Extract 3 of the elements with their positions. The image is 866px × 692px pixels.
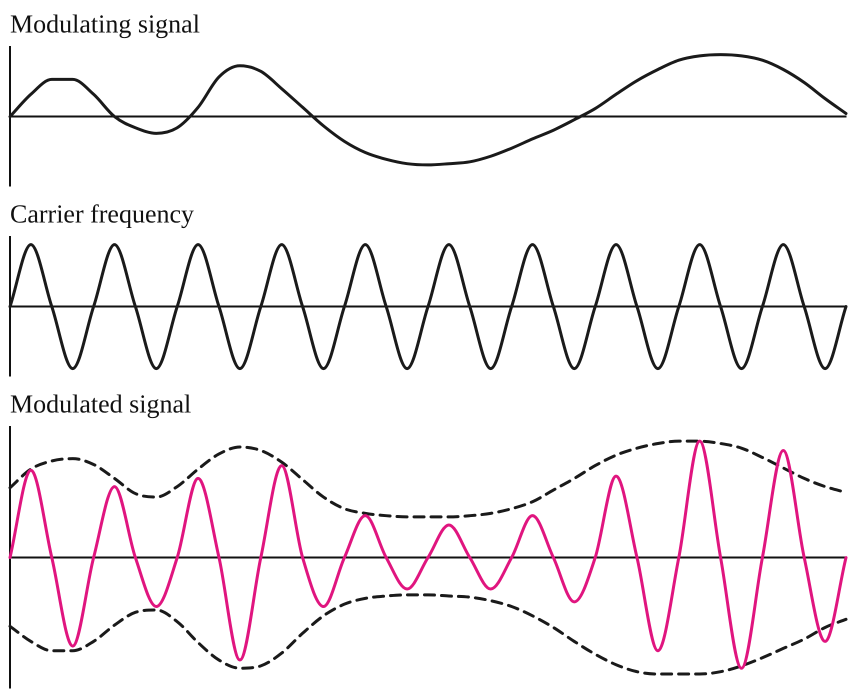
- chart-title: Carrier frequency: [10, 199, 194, 228]
- chart-title: Modulated signal: [10, 389, 192, 418]
- chart-title: Modulating signal: [10, 9, 200, 38]
